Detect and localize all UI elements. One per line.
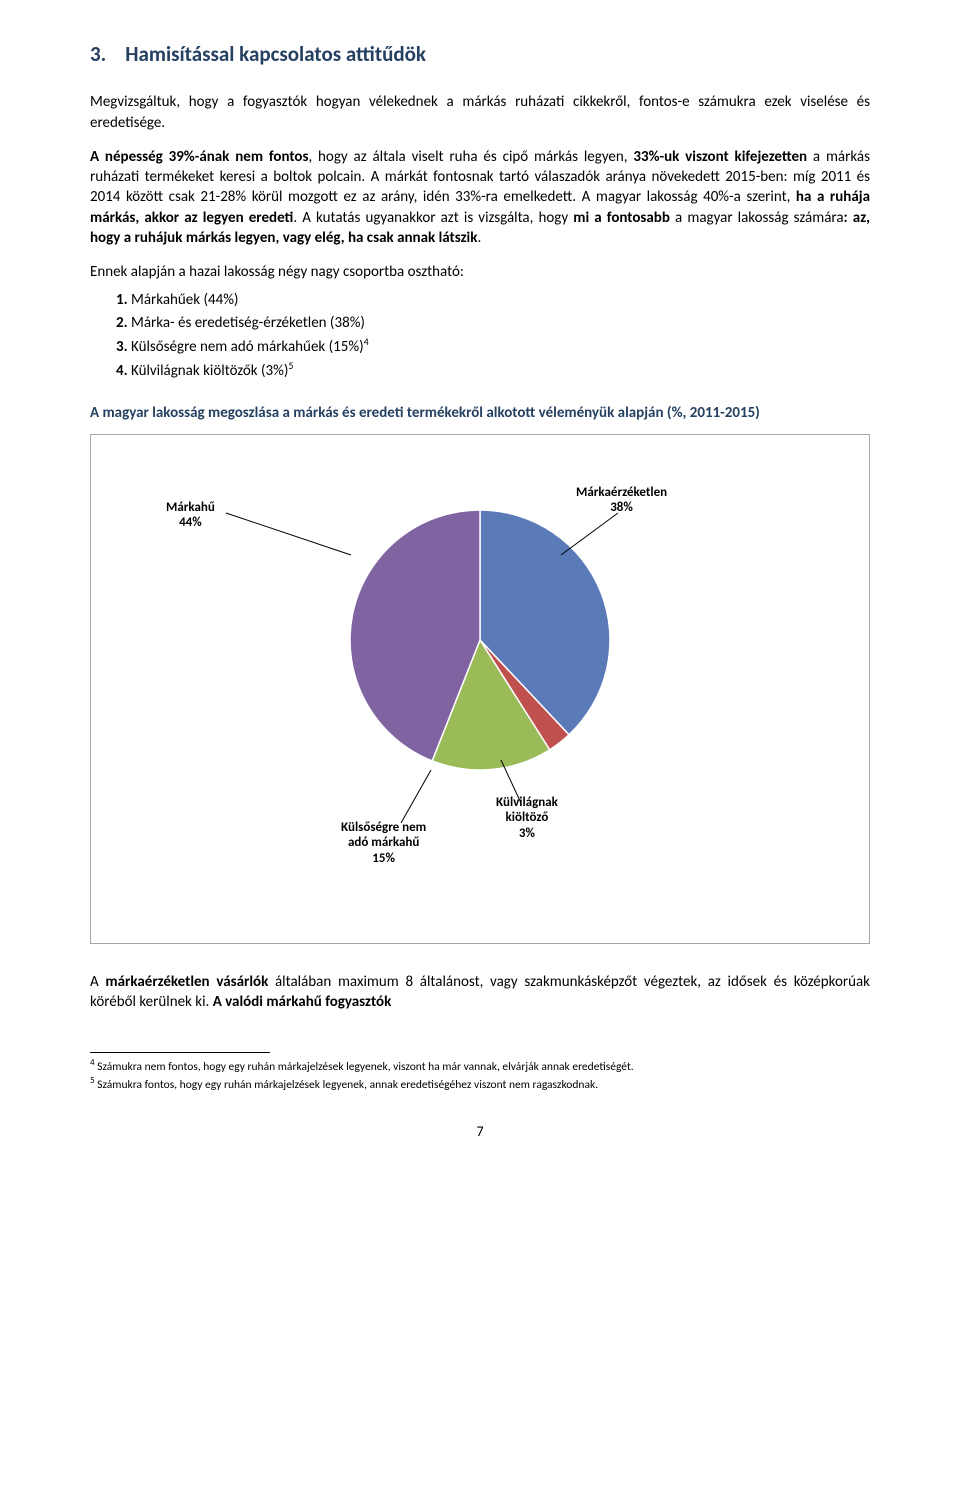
pie-chart: Márkahű 44% Márkaérzéketlen 38% Külvilág…	[101, 465, 859, 903]
footnote-5: 5 Számukra fontos, hogy egy ruhán márkaj…	[90, 1075, 870, 1093]
numbered-list: 1. Márkahűek (44%) 2. Márka- és eredetis…	[90, 290, 870, 381]
pie-label-markaerzeketlen: Márkaérzéketlen 38%	[576, 485, 667, 516]
page-number: 7	[90, 1123, 870, 1142]
list-item: 4. Külvilágnak kiöltözők (3%)5	[116, 359, 870, 381]
pie-label-kulvilag: Külvilágnak kiöltöző 3%	[496, 795, 558, 842]
pie-svg	[330, 490, 630, 790]
paragraph-2: A népesség 39%-ának nem fontos, hogy az …	[90, 147, 870, 248]
pie-chart-container: Márkahű 44% Márkaérzéketlen 38% Külvilág…	[90, 434, 870, 944]
list-item: 2. Márka- és eredetiség-érzéketlen (38%)	[116, 313, 870, 333]
paragraph-1: Megvizsgáltuk, hogy a fogyasztók hogyan …	[90, 92, 870, 133]
section-number: 3.	[90, 41, 106, 67]
footnote-separator	[90, 1052, 270, 1053]
pie-label-kulsoseg: Külsőségre nem adó márkahű 15%	[341, 820, 426, 867]
list-item: 1. Márkahűek (44%)	[116, 290, 870, 310]
chart-title: A magyar lakosság megoszlása a márkás és…	[90, 403, 870, 423]
list-item: 3. Külsőségre nem adó márkahűek (15%)4	[116, 335, 870, 357]
section-title: 3. Hamisítással kapcsolatos attitűdök	[90, 40, 870, 68]
list-intro: Ennek alapján a hazai lakosság négy nagy…	[90, 262, 870, 282]
section-heading: Hamisítással kapcsolatos attitűdök	[125, 41, 426, 67]
footnote-4: 4 Számukra nem fontos, hogy egy ruhán má…	[90, 1057, 870, 1075]
pie-label-markahu: Márkahű 44%	[166, 500, 215, 531]
paragraph-after-chart: A márkaérzéketlen vásárlók általában max…	[90, 972, 870, 1013]
